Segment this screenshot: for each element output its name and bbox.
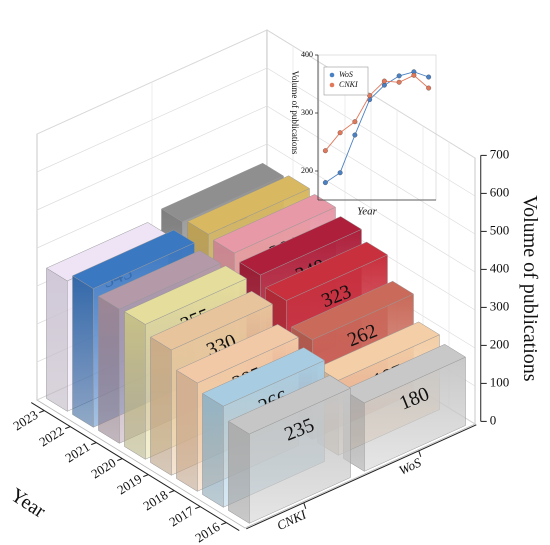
bar-top <box>186 175 311 235</box>
x-tick <box>117 458 123 462</box>
bar-top <box>264 241 389 301</box>
bar-top <box>290 280 415 340</box>
z-tick-label: 600 <box>490 184 510 199</box>
bar-top <box>149 291 274 351</box>
x-tick <box>91 442 97 446</box>
x-tick-label: 2021 <box>62 439 92 465</box>
grid-line <box>36 29 476 159</box>
x-tick-label: 2022 <box>36 423 66 449</box>
inset-point <box>411 72 417 78</box>
bar-top <box>238 216 363 276</box>
z-tick-label: 100 <box>490 374 510 389</box>
x-tick-label: 2020 <box>88 455 118 481</box>
legend-label: CNKI <box>339 80 358 89</box>
inset-point <box>396 79 402 85</box>
bar-top <box>123 265 248 325</box>
inset-y-tick-label: 400 <box>301 50 313 59</box>
bar-top <box>71 229 196 289</box>
inset-point <box>337 130 343 136</box>
inset-point <box>367 93 373 99</box>
bar-top <box>201 347 326 407</box>
inset-line <box>325 71 429 183</box>
w-tick <box>303 502 307 509</box>
x-tick-label: 2018 <box>140 487 170 513</box>
legend-marker <box>329 72 335 78</box>
x-tick-label: 2023 <box>10 407 40 433</box>
bar-side-shade <box>228 421 250 524</box>
inset-line <box>325 74 429 151</box>
legend-marker <box>329 82 335 88</box>
bar-top <box>175 324 300 384</box>
z-tick-label: 0 <box>490 412 497 427</box>
z-axis-title: Volume of publications <box>519 195 541 381</box>
inset-point <box>337 170 343 176</box>
inset-point <box>352 132 358 138</box>
bar <box>227 375 352 524</box>
x-tick <box>65 426 71 430</box>
grid-line <box>36 67 476 197</box>
bar-side-shade <box>98 296 120 444</box>
inset-y-title: Volume of publications <box>290 71 300 155</box>
legend-label: WoS <box>339 70 353 79</box>
z-tick-label: 500 <box>490 222 510 237</box>
x-tick-label: 2016 <box>192 519 222 545</box>
bar-top <box>160 162 285 222</box>
inset-y-tick-label: 200 <box>301 166 313 175</box>
inset-point <box>322 180 328 186</box>
bar-top <box>97 250 222 310</box>
z-tick-label: 400 <box>490 260 510 275</box>
inset-point <box>381 78 387 84</box>
x-tick <box>169 490 175 494</box>
x-tick <box>39 410 45 414</box>
bar-side-shade <box>46 268 68 412</box>
bar-side-shade <box>202 393 224 508</box>
grid-line <box>36 105 476 235</box>
inset-point <box>426 74 432 80</box>
bar-side-shade <box>124 311 146 460</box>
inset-point <box>396 73 402 79</box>
inset-y-tick-label: 300 <box>301 108 313 117</box>
x-axis <box>30 402 240 532</box>
bar-side-shade <box>150 337 172 476</box>
inset-point <box>352 119 358 125</box>
grid-line <box>36 143 476 273</box>
inset-point <box>381 82 387 88</box>
x-tick <box>195 506 201 510</box>
x-axis-title: Year <box>6 484 49 523</box>
inset-point <box>426 85 432 91</box>
bar-top <box>227 375 352 435</box>
inset-point <box>322 148 328 154</box>
x-tick-label: 2017 <box>166 503 196 530</box>
x-tick <box>143 474 149 478</box>
w-axis <box>246 424 477 530</box>
bar-top <box>212 194 337 254</box>
z-tick-label: 700 <box>490 146 510 161</box>
bar-side-shade <box>176 370 198 492</box>
w-tick <box>418 450 422 457</box>
z-tick-label: 300 <box>490 298 510 313</box>
inset-x-title: Year <box>357 206 377 218</box>
z-tick-label: 200 <box>490 336 510 351</box>
x-tick <box>221 522 227 526</box>
x-tick-label: 2019 <box>114 471 144 497</box>
legend-box <box>323 66 369 96</box>
bar-side-shade <box>72 275 94 428</box>
